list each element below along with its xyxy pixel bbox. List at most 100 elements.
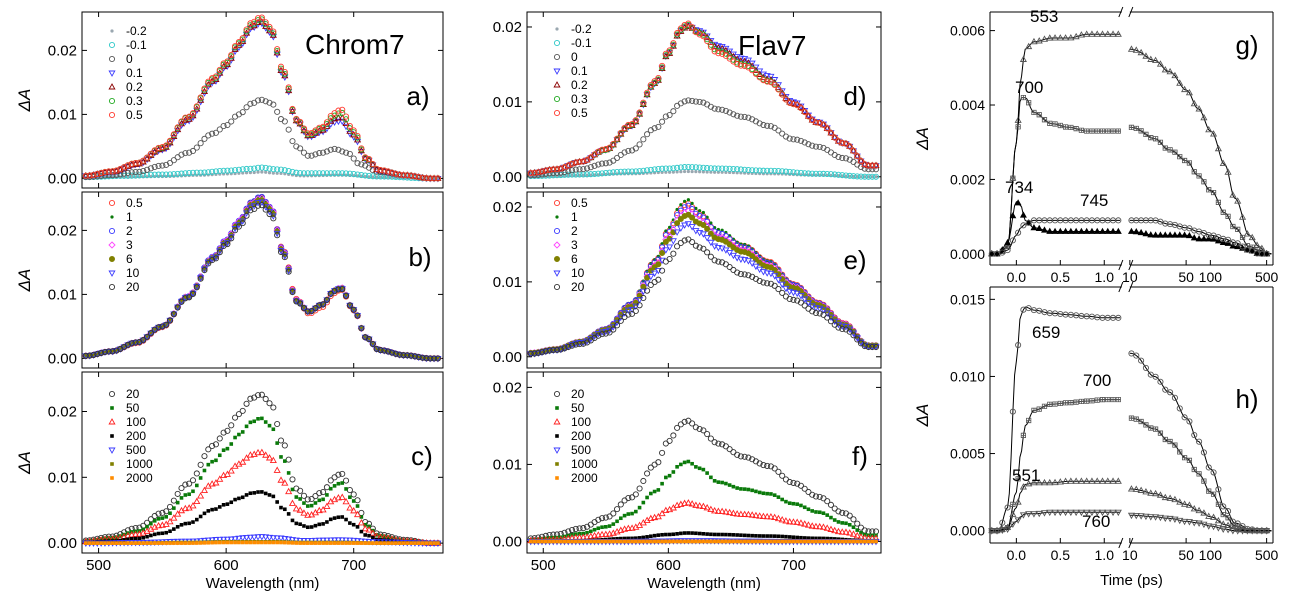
data-point xyxy=(685,97,692,104)
data-point xyxy=(611,539,616,544)
data-point xyxy=(840,539,845,544)
data-point xyxy=(288,537,297,544)
data-point xyxy=(835,171,842,178)
data-point xyxy=(700,164,707,171)
data-point xyxy=(565,343,572,351)
legend-marker xyxy=(555,476,559,480)
data-point xyxy=(155,162,162,169)
axis-break-mark xyxy=(1128,259,1134,271)
data-point xyxy=(685,163,692,171)
data-point xyxy=(853,152,861,159)
data-point xyxy=(175,541,180,545)
data-point xyxy=(392,350,399,357)
data-point xyxy=(274,46,281,53)
chart-panel-a: 0.000.010.02ΔAChrom7a)-0.2-0.100.10.20.3… xyxy=(15,11,444,189)
data-point xyxy=(220,123,227,130)
data-point xyxy=(527,169,534,177)
data-point xyxy=(1025,219,1032,226)
data-point xyxy=(799,503,803,508)
data-point xyxy=(270,101,277,108)
data-point xyxy=(164,530,168,535)
legend-marker xyxy=(553,390,561,398)
data-point xyxy=(592,539,597,544)
data-point xyxy=(602,146,609,153)
data-point xyxy=(305,525,310,530)
data-point xyxy=(619,516,623,521)
data-point xyxy=(216,475,224,482)
data-point xyxy=(1201,179,1207,185)
data-point xyxy=(237,432,241,437)
data-point xyxy=(1083,227,1091,234)
data-point xyxy=(668,170,672,174)
data-point xyxy=(764,78,771,85)
data-point xyxy=(331,474,338,481)
data-point xyxy=(711,48,718,55)
data-point xyxy=(697,466,702,471)
data-point xyxy=(675,539,679,544)
data-point xyxy=(724,539,728,544)
data-point xyxy=(651,166,658,173)
data-point xyxy=(293,485,300,492)
panel-label: h) xyxy=(1235,384,1258,414)
data-point xyxy=(258,448,266,455)
data-point xyxy=(313,523,318,528)
data-point xyxy=(348,541,352,545)
data-point xyxy=(353,313,362,320)
data-point xyxy=(1214,525,1222,532)
data-point xyxy=(694,465,698,469)
plot-frame-e xyxy=(526,191,882,369)
data-point xyxy=(200,486,209,493)
panel-label: f) xyxy=(852,441,868,471)
data-point xyxy=(1238,528,1247,535)
data-point xyxy=(82,172,89,179)
data-point xyxy=(568,342,576,349)
data-point xyxy=(285,268,292,275)
data-point xyxy=(281,69,288,76)
data-point xyxy=(756,460,763,467)
data-point xyxy=(348,521,352,525)
data-point xyxy=(235,535,243,543)
data-point xyxy=(675,532,679,536)
data-point xyxy=(1078,398,1085,405)
legend-label: 2 xyxy=(126,224,133,238)
data-point xyxy=(1238,213,1247,220)
legend-label: 1 xyxy=(571,210,578,224)
data-point xyxy=(1142,364,1149,371)
data-point xyxy=(166,171,174,178)
data-point xyxy=(652,539,657,544)
data-point xyxy=(374,533,379,537)
data-point xyxy=(737,62,744,69)
data-point xyxy=(144,166,151,173)
data-point xyxy=(216,435,223,442)
data-point xyxy=(223,470,231,477)
data-point xyxy=(260,170,264,174)
data-point xyxy=(254,534,262,541)
data-point xyxy=(614,168,621,176)
legend-label: 20 xyxy=(571,387,585,401)
data-point xyxy=(152,541,157,545)
data-point xyxy=(1047,401,1053,407)
x-tick-label: 500 xyxy=(86,557,111,574)
data-point xyxy=(874,539,878,544)
y-tick-label: 0.02 xyxy=(493,379,522,396)
data-point xyxy=(114,535,119,540)
data-point xyxy=(1181,455,1188,461)
data-point xyxy=(129,536,134,541)
legend-marker xyxy=(553,81,561,88)
data-point xyxy=(365,336,373,343)
data-point xyxy=(834,137,843,144)
data-point xyxy=(659,449,666,456)
data-point xyxy=(186,294,193,301)
data-point xyxy=(595,516,602,523)
data-point xyxy=(323,537,331,544)
series-f-6 xyxy=(528,539,878,544)
data-point xyxy=(821,511,826,516)
data-point xyxy=(765,534,769,538)
legend-marker xyxy=(108,270,116,277)
data-point xyxy=(186,149,193,156)
legend-label: 1 xyxy=(126,210,133,224)
legend-marker xyxy=(553,227,561,235)
legend-marker xyxy=(108,111,116,119)
data-point xyxy=(220,167,227,174)
series-d-6 xyxy=(527,20,880,177)
